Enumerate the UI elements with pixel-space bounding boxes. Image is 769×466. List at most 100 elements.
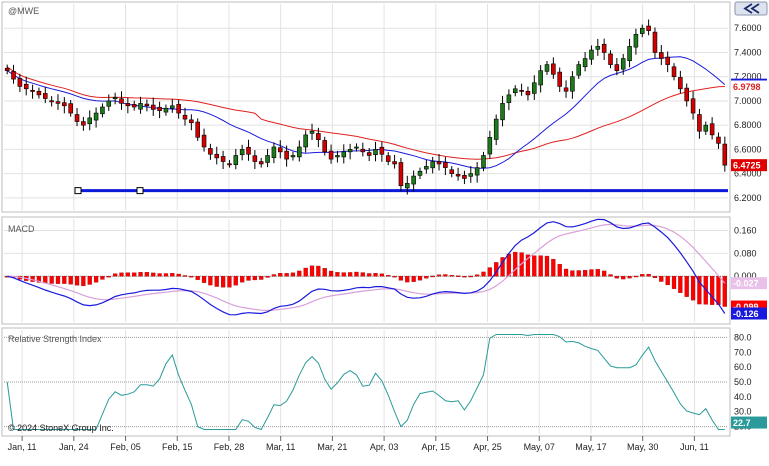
support-line-handle xyxy=(136,187,144,195)
macd-histogram-bar xyxy=(633,275,639,278)
macd-histogram-bar xyxy=(360,272,365,277)
macd-histogram-bar xyxy=(468,275,473,278)
candle-body xyxy=(360,148,366,153)
candle-body xyxy=(4,67,10,71)
macd-histogram-bar xyxy=(157,273,162,277)
macd-histogram-bar xyxy=(106,276,111,278)
price-candle xyxy=(303,130,308,153)
macd-histogram-bar xyxy=(608,274,613,277)
candle-body xyxy=(703,124,709,132)
macd-histogram-bar xyxy=(348,272,353,277)
candle-body xyxy=(563,87,569,92)
price-candle xyxy=(462,170,467,185)
rsi-tick-label: 40.0 xyxy=(734,392,752,402)
price-candle xyxy=(525,86,531,101)
price-candle xyxy=(487,130,493,159)
macd-histogram-bar xyxy=(379,273,384,277)
price-candle xyxy=(551,57,556,79)
candle-body xyxy=(125,103,131,107)
candle-body xyxy=(55,101,61,104)
candle-body xyxy=(379,146,385,155)
candle-body xyxy=(195,121,200,138)
price-candle xyxy=(512,85,518,97)
candle-body xyxy=(309,130,315,134)
macd-histogram-bar xyxy=(710,276,715,305)
candle-body xyxy=(201,134,207,148)
candle-body xyxy=(214,153,220,159)
price-candle xyxy=(646,19,651,36)
price-tick-label: 6.6000 xyxy=(734,144,762,154)
macd-panel-title: MACD xyxy=(8,224,35,234)
price-candle xyxy=(620,53,626,75)
macd-histogram-bar xyxy=(665,276,670,286)
macd-histogram-bar xyxy=(551,258,556,277)
price-candle xyxy=(601,38,607,60)
price-candle xyxy=(627,38,632,68)
macd-histogram-bar xyxy=(690,276,696,301)
price-candle xyxy=(208,143,213,160)
price-candle xyxy=(297,140,302,162)
macd-histogram-bar xyxy=(278,273,283,277)
candle-body xyxy=(246,146,251,155)
rsi-tick-label: 80.0 xyxy=(734,332,752,342)
macd-histogram-bar xyxy=(341,272,346,277)
scroll-back-button[interactable] xyxy=(734,1,768,16)
price-candle xyxy=(411,170,416,192)
price-candle xyxy=(493,114,499,146)
candle-body xyxy=(570,76,575,92)
candle-body xyxy=(500,103,505,121)
candle-body xyxy=(697,114,702,132)
price-candle xyxy=(119,91,124,110)
candle-body xyxy=(424,166,429,170)
macd-histogram-bar xyxy=(487,267,492,277)
candle-body xyxy=(627,46,632,62)
macd-histogram-bar xyxy=(87,276,92,285)
macd-histogram-bar xyxy=(659,276,664,282)
candle-body xyxy=(481,155,486,168)
macd-histogram-bar xyxy=(119,272,124,277)
slow-ma-value-tag-text: 6.9798 xyxy=(733,82,761,92)
candle-body xyxy=(474,167,480,176)
candle-body xyxy=(639,27,645,34)
macd-histogram-bar xyxy=(328,270,334,277)
price-series xyxy=(4,19,728,195)
candle-body xyxy=(43,93,48,99)
macd-histogram-bar xyxy=(570,270,575,277)
macd-signal-value-tag-text: -0.027 xyxy=(733,279,759,289)
candle-body xyxy=(277,147,283,153)
price-tick-label: 7.0000 xyxy=(734,96,762,106)
macd-signal-value-tag-bg xyxy=(731,277,767,290)
price-candle xyxy=(4,64,10,75)
macd-histogram-bar xyxy=(93,276,99,283)
macd-histogram-bar xyxy=(646,273,651,277)
date-tick-label: Mar, 21 xyxy=(317,442,347,452)
candle-body xyxy=(23,83,29,90)
support-line-handle xyxy=(74,187,82,195)
price-tick-label: 6.8000 xyxy=(734,120,762,130)
candle-body xyxy=(468,173,474,177)
price-candle xyxy=(519,83,524,96)
price-candle xyxy=(195,118,200,141)
macd-histogram-bar xyxy=(297,270,302,277)
candle-body xyxy=(297,146,302,158)
candle-body xyxy=(614,64,620,71)
axis-labels: Jan, 11 Jan, 24 Feb, 05 Feb, 15 Feb, 28 Mar, … xyxy=(8,23,762,452)
rsi-tick-label: 30.0 xyxy=(734,407,752,417)
candle-body xyxy=(430,161,435,169)
candle-body xyxy=(398,162,404,187)
macd-histogram-bar xyxy=(144,272,150,277)
price-candle xyxy=(697,108,702,139)
price-candle xyxy=(449,166,455,178)
price-candle xyxy=(290,151,296,161)
candle-body xyxy=(258,161,264,165)
rsi-panel-title: Relative Strength Index xyxy=(8,334,102,344)
candle-body xyxy=(512,88,518,94)
price-candle xyxy=(277,140,283,159)
candle-body xyxy=(722,143,728,166)
macd-tick-label: 0.160 xyxy=(734,225,757,235)
candle-body xyxy=(576,64,582,76)
price-candle xyxy=(100,103,105,118)
macd-histogram-bar xyxy=(671,276,677,289)
macd-histogram-bar xyxy=(475,274,480,277)
